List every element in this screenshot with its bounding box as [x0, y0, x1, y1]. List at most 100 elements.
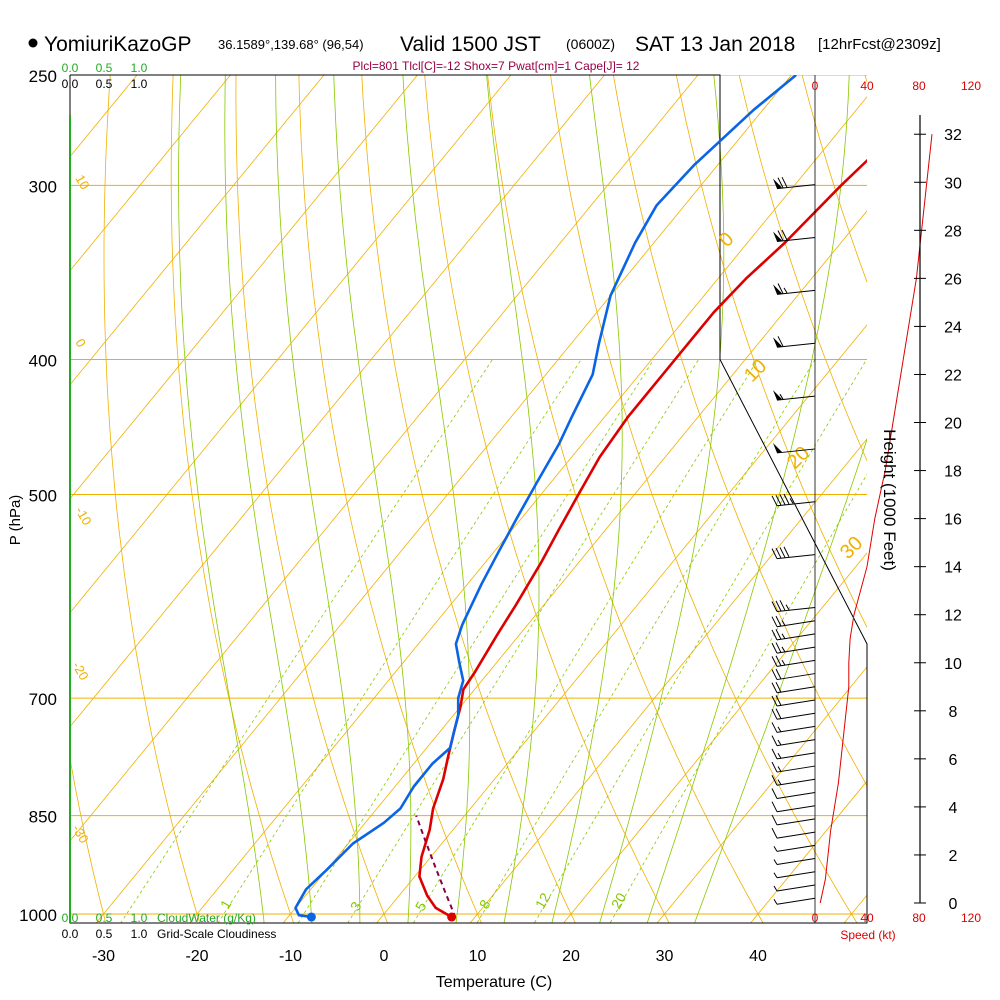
wind-barb-full — [775, 668, 782, 680]
isotherm — [70, 75, 512, 614]
speed-top-tick: 0 — [812, 79, 819, 93]
wind-barb — [771, 655, 816, 667]
temperature-tick-label: 0 — [380, 948, 389, 965]
wind-barb-staff — [776, 831, 816, 839]
cloud-water-bottom-tick: 0.5 — [96, 911, 113, 925]
zulu-time: (0600Z) — [566, 36, 615, 52]
isotherm — [70, 75, 418, 500]
mixing-ratio-line — [609, 473, 867, 923]
wind-barb-full — [771, 495, 778, 507]
dry-adiabat — [738, 75, 867, 462]
wind-barb — [773, 390, 816, 401]
wind-barb — [771, 775, 816, 786]
height-tick-label: 6 — [949, 752, 958, 769]
wind-barb-full — [775, 708, 782, 719]
wind-barb-flag — [773, 390, 782, 401]
moist-adiabat — [333, 75, 412, 923]
isotherm — [70, 75, 605, 728]
wind-barb-full — [779, 600, 786, 611]
dry-adiabat — [612, 75, 867, 787]
wind-barb-full — [779, 547, 786, 558]
moist-adiabat — [178, 75, 265, 923]
dry-adiabat — [550, 75, 858, 923]
wind-barb-full — [771, 708, 778, 720]
stability-indices: Plcl=801 Tlcl[C]=-12 Shox=7 Pwat[cm]=1 C… — [353, 59, 640, 73]
height-tick-label: 24 — [944, 319, 962, 336]
wind-barb — [773, 283, 816, 295]
dewpoint-profile — [294, 75, 797, 919]
isotherm — [843, 894, 867, 923]
height-tick-label: 32 — [944, 127, 962, 144]
cloudiness-top-tick: 0.5 — [96, 77, 113, 91]
wind-barb-full — [777, 336, 784, 347]
wind-barb-staff — [776, 686, 816, 694]
moist-adiabat — [599, 75, 725, 923]
isotherm — [656, 666, 867, 923]
wind-barb-staff — [776, 871, 816, 879]
isotherm-label: 20 — [783, 442, 814, 473]
isotherm — [282, 210, 867, 923]
wind-barb — [773, 884, 816, 892]
wind-barb-full — [771, 695, 778, 707]
wind-barb-full — [771, 827, 778, 839]
wind-barb — [771, 708, 816, 720]
cloudiness-bottom-tick: 0.0 — [62, 927, 79, 941]
wind-barb — [773, 442, 816, 454]
wind-barb — [771, 801, 816, 813]
dry-adiabat — [675, 75, 867, 629]
wind-barb-full — [771, 682, 778, 694]
wind-barb-half — [773, 846, 778, 852]
height-tick-label: 4 — [949, 800, 958, 817]
mixing-ratio-line — [297, 359, 655, 923]
wind-barb-flag — [773, 442, 782, 453]
wind-barb — [773, 871, 816, 879]
wind-barb-staff — [776, 554, 816, 560]
wind-barb — [771, 615, 816, 628]
wind-barb-staff — [776, 805, 816, 813]
dry-adiabat-label: -10 — [72, 504, 94, 528]
temperature-tick-label: 40 — [749, 948, 767, 965]
station-location: 36.1589°,139.68° (96,54) — [218, 37, 364, 52]
dry-adiabat-label: -20 — [69, 659, 91, 683]
station-name: YomiuriKazoGP — [44, 33, 191, 56]
dry-adiabat-label: -30 — [69, 822, 91, 846]
wind-barb-half — [781, 633, 786, 639]
wind-speed-profile — [819, 134, 933, 904]
wind-barb-full — [777, 177, 784, 188]
dry-adiabat-label: 10 — [72, 172, 92, 192]
wind-barb-full — [775, 695, 782, 706]
moist-adiabat — [275, 75, 361, 923]
moist-adiabat — [551, 75, 623, 923]
wind-barb-full — [771, 656, 778, 667]
wind-barb-staff — [776, 607, 816, 612]
wind-barb-staff — [776, 699, 816, 707]
wind-barb-staff — [776, 818, 816, 826]
wind-barb-half — [773, 885, 778, 892]
mixing-ratio-label: 1 — [217, 897, 235, 912]
wind-barb-half — [773, 872, 778, 879]
wind-barb-half — [777, 726, 782, 733]
temperature-tick-label: 10 — [469, 948, 487, 965]
speed-bottom-tick: 120 — [961, 911, 981, 925]
wind-barb-staff — [776, 844, 816, 852]
wind-barb-staff — [776, 633, 816, 641]
wind-barb-staff — [776, 725, 816, 733]
pressure-tick-label: 500 — [29, 486, 57, 505]
moist-adiabat — [486, 75, 540, 923]
wind-barb-staff — [776, 237, 816, 243]
wind-barb-staff — [776, 884, 816, 892]
isotherm — [189, 96, 867, 923]
mixing-ratio-label: 20 — [608, 890, 630, 912]
wind-barb-full — [781, 176, 788, 188]
wind-barb-half — [773, 859, 778, 865]
wind-barb — [773, 336, 816, 348]
wind-barb-half — [777, 739, 782, 746]
dry-adiabat — [103, 75, 201, 923]
speed-top-tick: 120 — [961, 79, 981, 93]
wind-barb-full — [775, 494, 782, 506]
wind-barbs — [771, 75, 816, 923]
wind-barb-staff — [776, 765, 816, 773]
cloudiness-top-tick: 1.0 — [131, 77, 148, 91]
